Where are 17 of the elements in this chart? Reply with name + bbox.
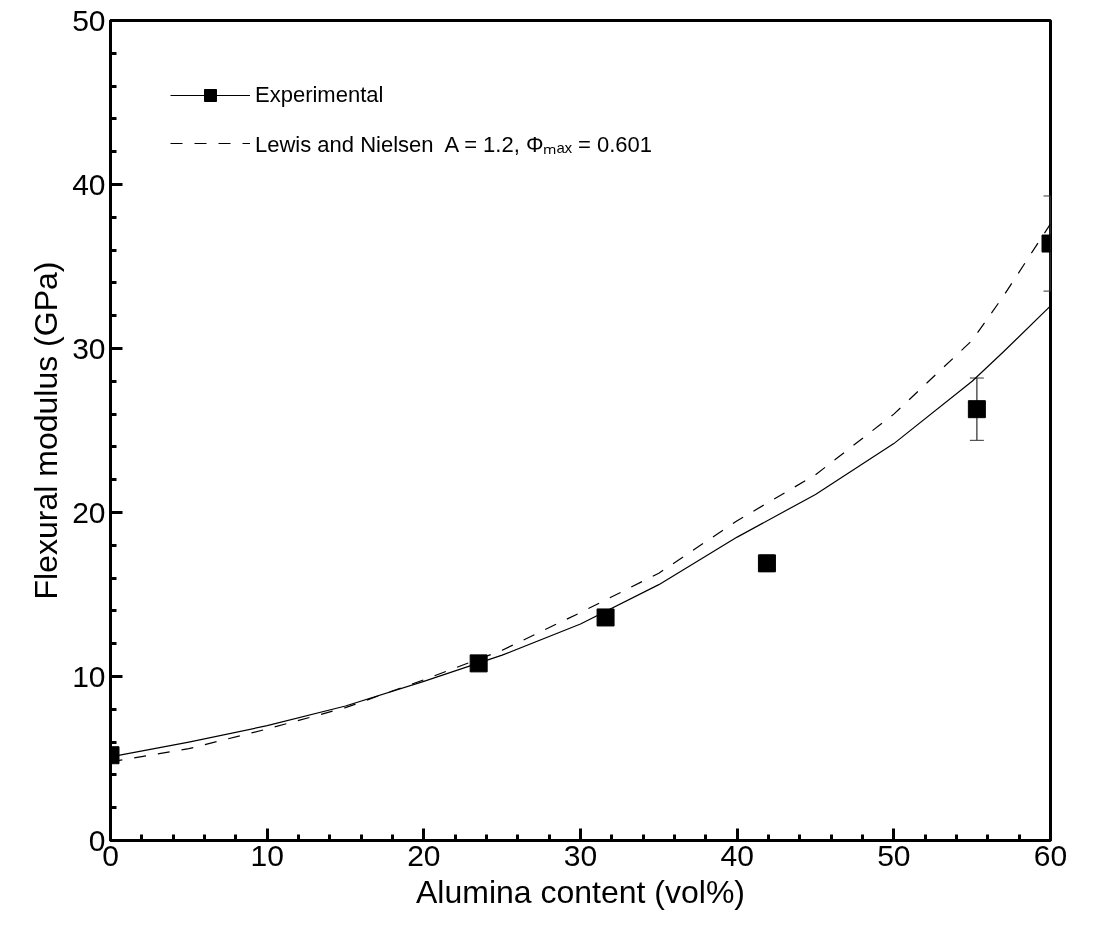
x-tick-label: 10: [250, 838, 284, 872]
y-axis-title: Flexural modulus (GPa): [28, 261, 65, 600]
y-tick-label: 40: [72, 167, 106, 201]
point: [469, 654, 488, 673]
y-tick-label: 50: [72, 3, 106, 37]
y-tick-label: 20: [72, 495, 106, 529]
y-tick-label: 30: [72, 331, 106, 365]
legend-label: Lewis and Nielsen A = 1.2, Φₘₐₓ = 0.601: [255, 131, 652, 158]
legend-label: Experimental: [255, 82, 384, 108]
x-tick-label: 60: [1033, 838, 1068, 872]
x-tick-label: 30: [563, 838, 598, 872]
x-tick-label: 40: [720, 838, 754, 872]
y-tick-label: 10: [72, 659, 106, 693]
point: [596, 608, 615, 627]
x-axis-title: Alumina content (vol%): [415, 873, 746, 910]
x-tick-label: 20: [407, 838, 441, 872]
x-tick-label: 50: [877, 838, 911, 872]
